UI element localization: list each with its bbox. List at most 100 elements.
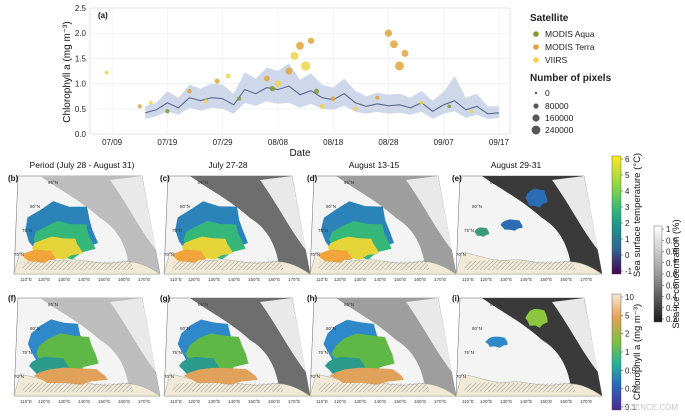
lat-label: 70°N <box>164 374 174 379</box>
data-point <box>263 75 270 82</box>
lon-label: 110°E <box>20 277 32 282</box>
map-panel: 85°N 80°N 75°N 70°N 110°E 120°E 130°E 140°E 150°… <box>309 175 457 282</box>
lat-label: 70°N <box>456 252 466 257</box>
hatched-area <box>22 260 134 270</box>
data-point <box>395 61 404 71</box>
sea-ice-high <box>406 298 452 372</box>
lon-label: 160°E <box>118 399 130 404</box>
lon-label: 140°E <box>228 399 240 404</box>
y-ticks: 0.0 0.5 1.0 1.5 2.0 2.5 <box>75 4 87 139</box>
lon-label: 140°E <box>520 399 532 404</box>
cb-tick-label: 0 <box>625 251 630 260</box>
data-point <box>269 85 276 92</box>
lon-label: 110°E <box>170 277 182 282</box>
cb-tick-label: 0.3 <box>666 304 678 313</box>
x-tick-label: 09/17 <box>489 138 510 147</box>
lon-label: 120°E <box>188 399 200 404</box>
y-tick-label: 1.0 <box>75 80 87 89</box>
map-panel: 85°N 80°N 75°N 70°N 110°E 120°E 130°E 140°E 150°… <box>309 297 457 404</box>
map-panel: 85°N 80°N 75°N 70°N 110°E 120°E 130°E 140°E 150°… <box>163 297 311 404</box>
legend-size-0-label: 0 <box>545 88 550 98</box>
lat-label: 85°N <box>490 302 500 307</box>
map-label-g: (g) <box>160 294 171 303</box>
lat-label: 70°N <box>14 374 24 379</box>
x-tick-label: 09/07 <box>434 138 455 147</box>
lon-label: 150°E <box>98 277 110 282</box>
legend-size-1-label: 80000 <box>545 101 569 111</box>
data-point <box>330 96 336 102</box>
chl-label: Chlorophyll a (mg m⁻³) <box>632 304 643 400</box>
lat-label: 75°N <box>464 228 474 233</box>
lat-label: 85°N <box>48 180 58 185</box>
chl-colorbar: 10 5 2 1 0.5 0.2 0.1 Chlorophyll a (mg m⁻³) <box>611 293 643 412</box>
map-label-e: (e) <box>452 174 462 183</box>
legend-dot-aqua <box>533 31 539 37</box>
map-label-d: (d) <box>307 174 318 183</box>
legend-size-0 <box>534 91 538 95</box>
data-point <box>285 67 293 75</box>
lat-label: 80°N <box>472 204 482 209</box>
lat-label: 80°N <box>30 326 40 331</box>
cb-tick-label: 0.2 <box>625 385 637 394</box>
x-tick-label: 08/18 <box>323 138 344 147</box>
legend-size-1 <box>533 103 539 109</box>
map-title-c: July 27-28 <box>208 160 247 170</box>
legend-satellite-title: Satellite <box>530 13 569 24</box>
lat-label: 75°N <box>318 228 328 233</box>
lat-label: 75°N <box>22 228 32 233</box>
lon-label: 170°E <box>434 399 446 404</box>
lon-label: 150°E <box>394 399 406 404</box>
ice-colorbar-bar <box>653 225 663 323</box>
lat-label: 70°N <box>310 252 320 257</box>
lat-label: 85°N <box>198 302 208 307</box>
chl-high <box>329 367 404 385</box>
lon-label: 110°E <box>462 277 474 282</box>
sst-colorbar-bar <box>611 155 622 275</box>
lat-label: 80°N <box>30 204 40 209</box>
lat-label: 80°N <box>180 326 190 331</box>
lat-label: 70°N <box>14 252 24 257</box>
sst-label: Sea surface temperature (°C) <box>632 153 643 277</box>
cb-tick-label: 0.5 <box>666 281 678 290</box>
chl-patch <box>485 336 508 348</box>
lon-label: 110°E <box>462 399 474 404</box>
cb-tick-label: 2 <box>625 330 630 339</box>
legend-aqua-label: MODIS Aqua <box>545 29 595 39</box>
lon-label: 170°E <box>288 399 300 404</box>
cb-tick-label: 1 <box>625 348 630 357</box>
lon-label: 150°E <box>540 277 552 282</box>
sea-ice-high <box>260 176 306 250</box>
data-point <box>447 104 452 109</box>
cb-tick-label: 5 <box>625 311 630 320</box>
data-point <box>104 70 109 75</box>
lon-label: 130°E <box>208 399 220 404</box>
lat-label: 70°N <box>456 374 466 379</box>
lon-label: 170°E <box>580 277 592 282</box>
data-point <box>165 109 170 114</box>
ice-label: Sea-ice concentration (%) <box>671 219 682 328</box>
legend-dot-viirs <box>533 57 539 63</box>
lon-label: 110°E <box>170 399 182 404</box>
lon-label: 120°E <box>480 399 492 404</box>
lon-label: 160°E <box>118 277 130 282</box>
y-axis-label: Chlorophyll a (mg m⁻³) <box>62 21 73 122</box>
data-point <box>214 78 220 84</box>
lon-label: 120°E <box>188 277 200 282</box>
lon-label: 170°E <box>288 277 300 282</box>
cb-tick-label: 5 <box>625 171 630 180</box>
sst-patch <box>525 188 548 208</box>
x-ticks: 07/09 07/19 07/29 08/08 08/18 08/28 09/07 09/17 <box>102 138 509 147</box>
chl-high <box>183 367 258 385</box>
x-axis-label: Date <box>289 148 311 159</box>
data-point <box>300 61 311 71</box>
data-point <box>296 41 304 50</box>
cb-tick-label: -1 <box>625 267 633 276</box>
map-title-b: Period (July 28 - August 31) <box>30 160 135 170</box>
lon-label: 170°E <box>138 277 150 282</box>
lon-label: 150°E <box>98 399 110 404</box>
cb-tick-label: 2 <box>625 219 630 228</box>
map-panel: 85°N 80°N 75°N 70°N 110°E 120°E 130°E 140°E 150°… <box>13 297 161 404</box>
map-panel: 85°N 80°N 75°N 70°N 110°E 120°E 130°E 140°E 150°… <box>163 175 311 282</box>
map-label-f: (f) <box>8 294 16 303</box>
